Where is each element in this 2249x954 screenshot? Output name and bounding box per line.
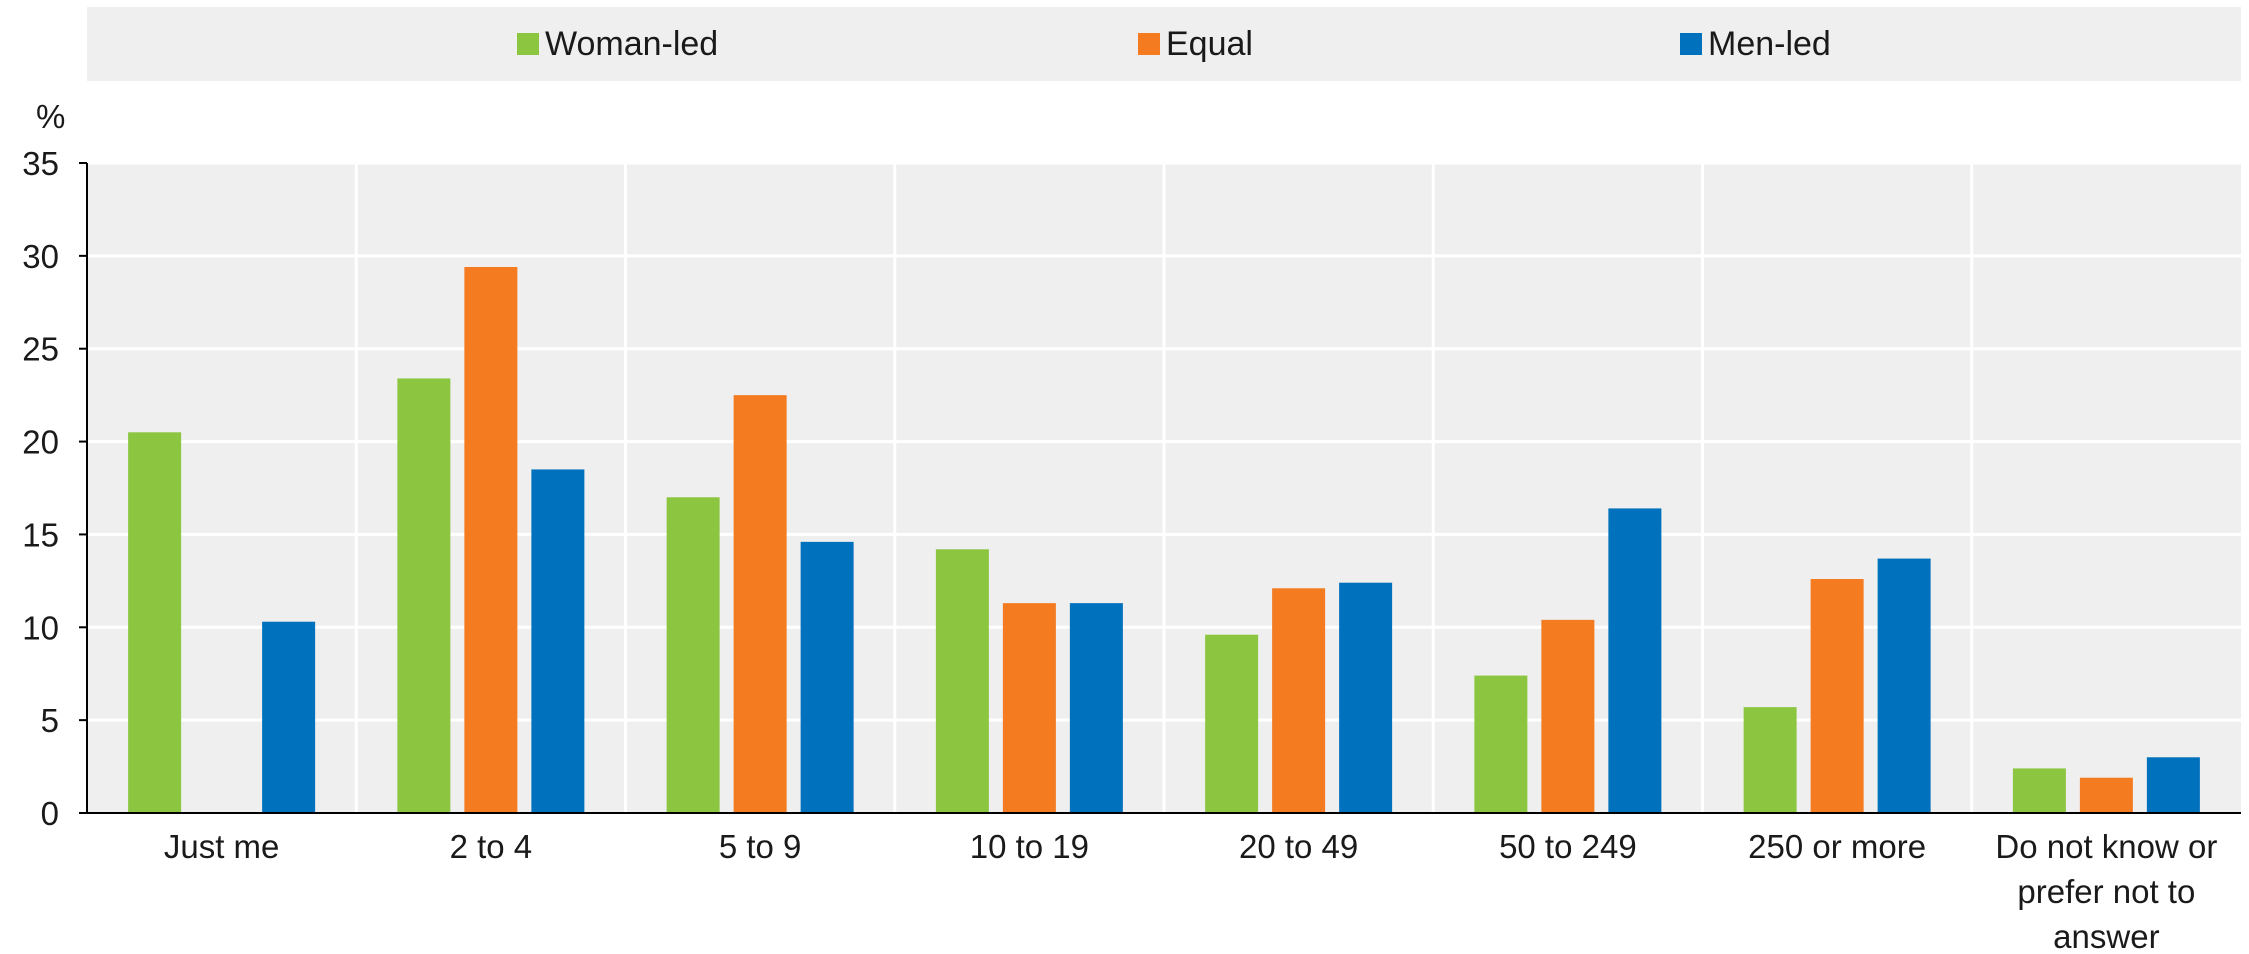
legend-swatch [1138, 33, 1160, 55]
bar-men-led-2 [800, 541, 854, 813]
bar-men-led-6 [1877, 558, 1931, 813]
x-category-label: 5 to 9 [719, 828, 802, 865]
bar-men-led-5 [1608, 508, 1662, 813]
bar-equal-7 [2079, 777, 2133, 813]
legend-label: Men-led [1708, 25, 1831, 63]
x-category-label: 250 or more [1748, 828, 1926, 865]
bar-equal-4 [1272, 588, 1326, 813]
bar-woman-led-7 [2012, 768, 2066, 813]
bar-woman-led-0 [128, 432, 182, 813]
y-tick-label: 15 [22, 516, 59, 553]
bar-men-led-3 [1069, 603, 1123, 813]
y-tick-label: 20 [22, 424, 59, 461]
bar-equal-3 [1002, 603, 1056, 813]
bar-men-led-0 [262, 621, 316, 813]
bar-woman-led-6 [1743, 707, 1797, 813]
x-category-label: Do not know or [1995, 828, 2217, 865]
x-axis: Just me 2 to 4 5 to 9 10 to 19 20 to 49 50 to… [164, 828, 2218, 954]
bar-woman-led-1 [397, 378, 451, 813]
bar-woman-led-5 [1474, 675, 1528, 813]
legend-swatch [1680, 33, 1702, 55]
y-tick-label: 5 [41, 702, 59, 739]
y-tick-label: 25 [22, 331, 59, 368]
y-axis: 0 5 10 15 20 25 30 35 [22, 145, 87, 832]
bars [128, 267, 2200, 813]
bar-men-led-4 [1339, 582, 1393, 813]
y-tick-label: 10 [22, 609, 59, 646]
bar-woman-led-3 [935, 549, 989, 813]
x-category-label: 20 to 49 [1239, 828, 1358, 865]
legend-swatch [517, 33, 539, 55]
x-category-label: 2 to 4 [450, 828, 533, 865]
bar-men-led-1 [531, 469, 585, 813]
bar-equal-6 [1810, 579, 1864, 813]
x-category-label: answer [2053, 918, 2159, 954]
legend-label: Equal [1166, 25, 1253, 63]
legend: Woman-led Equal Men-led [517, 25, 1831, 63]
bar-woman-led-2 [666, 497, 720, 813]
legend-box [87, 7, 2241, 81]
bar-woman-led-4 [1205, 634, 1259, 813]
bar-equal-5 [1541, 619, 1595, 813]
y-tick-label: 30 [22, 238, 59, 275]
bar-equal-2 [733, 395, 787, 813]
x-category-label: 50 to 249 [1499, 828, 1637, 865]
y-tick-label: 0 [41, 795, 59, 832]
y-axis-unit: % [36, 98, 65, 135]
bar-equal-1 [464, 267, 518, 813]
legend-label: Woman-led [545, 25, 718, 63]
y-tick-label: 35 [22, 145, 59, 182]
x-category-label: 10 to 19 [970, 828, 1089, 865]
x-category-label: Just me [164, 828, 280, 865]
bar-men-led-7 [2146, 757, 2200, 813]
x-category-label: prefer not to [2017, 873, 2195, 910]
